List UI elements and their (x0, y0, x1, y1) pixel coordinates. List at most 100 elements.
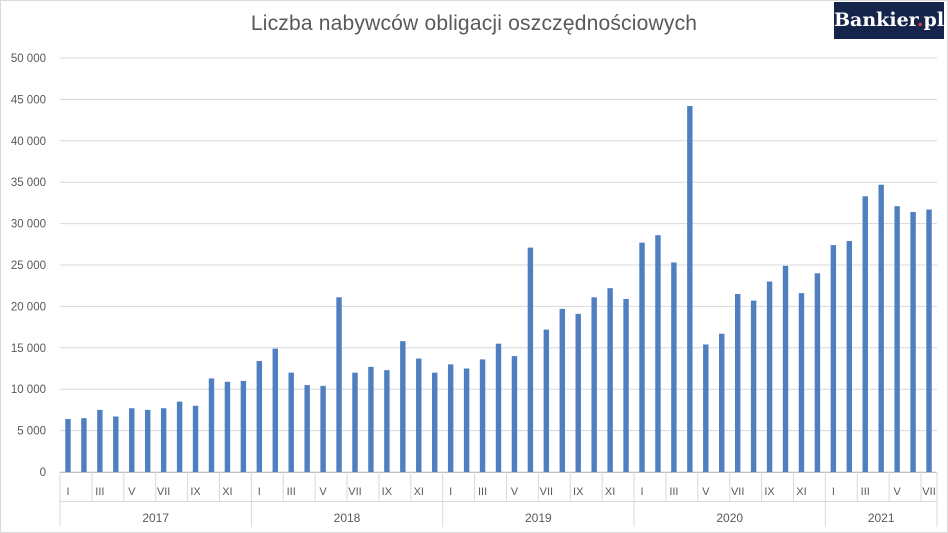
bar (240, 380, 247, 472)
year-label: 2021 (868, 511, 895, 525)
bar (734, 293, 741, 472)
bar (368, 366, 374, 472)
bar (750, 300, 757, 472)
bar (830, 245, 837, 472)
bar (878, 184, 884, 472)
x-tick-label: III (478, 486, 487, 498)
brand-tld: pl (923, 9, 945, 31)
bar (304, 385, 310, 472)
bar (176, 401, 183, 472)
bar (352, 372, 358, 472)
bar (447, 364, 454, 472)
x-tick-label: I (449, 486, 452, 498)
bar (463, 368, 470, 472)
bar (703, 344, 709, 472)
bar (511, 356, 518, 472)
chart-title: Liczba nabywców obligacji oszczędnościow… (250, 12, 698, 35)
bar (591, 297, 597, 472)
year-label: 2018 (334, 511, 361, 525)
bar (272, 348, 278, 472)
x-tick-label: I (258, 486, 261, 498)
bar (639, 242, 645, 472)
x-tick-label: III (861, 486, 870, 498)
y-tick-label: 35 000 (11, 177, 46, 189)
y-axis: 0 5 000 10 000 15 000 20 000 25 000 30 000 35 0… (11, 53, 46, 479)
y-tick-label: 20 000 (11, 301, 46, 313)
x-tick-label: I (640, 486, 643, 498)
x-tick-label: XI (414, 486, 424, 498)
y-tick-label: 15 000 (11, 343, 46, 355)
bar (926, 209, 932, 473)
bar (256, 361, 263, 472)
bar (862, 196, 868, 472)
brand-dot: . (916, 9, 924, 31)
bar (543, 329, 550, 472)
bar (224, 381, 231, 472)
brand-logo: Bankier.pl (834, 2, 944, 39)
bar (113, 416, 119, 472)
y-tick-label: 10 000 (11, 384, 46, 396)
y-tick-label: 40 000 (11, 136, 46, 148)
y-tick-label: 5 000 (17, 426, 46, 438)
x-tick-label: V (893, 486, 901, 498)
bar (65, 419, 71, 472)
bar (623, 298, 629, 472)
bar (336, 297, 342, 472)
x-tick-label: IX (573, 486, 584, 498)
x-tick-label: V (702, 486, 710, 498)
bar (814, 273, 821, 472)
x-tick-label: V (319, 486, 327, 498)
year-label: 2020 (716, 511, 743, 525)
bar (527, 247, 534, 472)
x-tick-label: V (511, 486, 519, 498)
bar (97, 409, 103, 472)
bars (65, 106, 932, 473)
bar (416, 358, 422, 472)
x-tick-label: VII (348, 486, 361, 498)
x-tick-label: XI (796, 486, 806, 498)
y-tick-label: 25 000 (11, 260, 46, 272)
bar (607, 288, 613, 472)
bar (208, 378, 215, 472)
bar (144, 409, 151, 472)
bar (910, 212, 916, 472)
x-tick-label: VII (540, 486, 553, 498)
bar (288, 372, 294, 472)
bar (655, 235, 661, 472)
bar (384, 370, 390, 472)
bar (192, 405, 199, 472)
bar (894, 206, 900, 472)
bar (846, 240, 853, 472)
x-tick-label: III (95, 486, 104, 498)
x-tick-label: VII (731, 486, 744, 498)
brand-name: Bankier (834, 9, 917, 31)
bar (81, 418, 87, 472)
bar (559, 308, 565, 472)
x-tick-label: XI (222, 486, 232, 498)
y-tick-label: 50 000 (11, 53, 46, 65)
bar (798, 293, 805, 472)
y-tick-label: 30 000 (11, 219, 46, 231)
bar (432, 372, 438, 472)
bar (400, 341, 406, 472)
bar (766, 281, 773, 472)
bar (495, 343, 502, 472)
x-tick-label: VII (157, 486, 170, 498)
bar (782, 265, 789, 472)
x-tick-label: V (128, 486, 136, 498)
x-tick-label: XI (605, 486, 615, 498)
year-label: 2017 (142, 511, 169, 525)
bar (671, 262, 677, 472)
x-tick-label: III (669, 486, 678, 498)
bar (160, 408, 167, 472)
x-tick-label: I (832, 486, 835, 498)
bar (719, 333, 725, 472)
y-tick-label: 0 (40, 467, 46, 479)
x-tick-label: IX (764, 486, 775, 498)
bar (479, 359, 486, 472)
y-tick-label: 45 000 (11, 94, 46, 106)
x-tick-label: I (66, 486, 69, 498)
x-tick-label: IX (382, 486, 393, 498)
